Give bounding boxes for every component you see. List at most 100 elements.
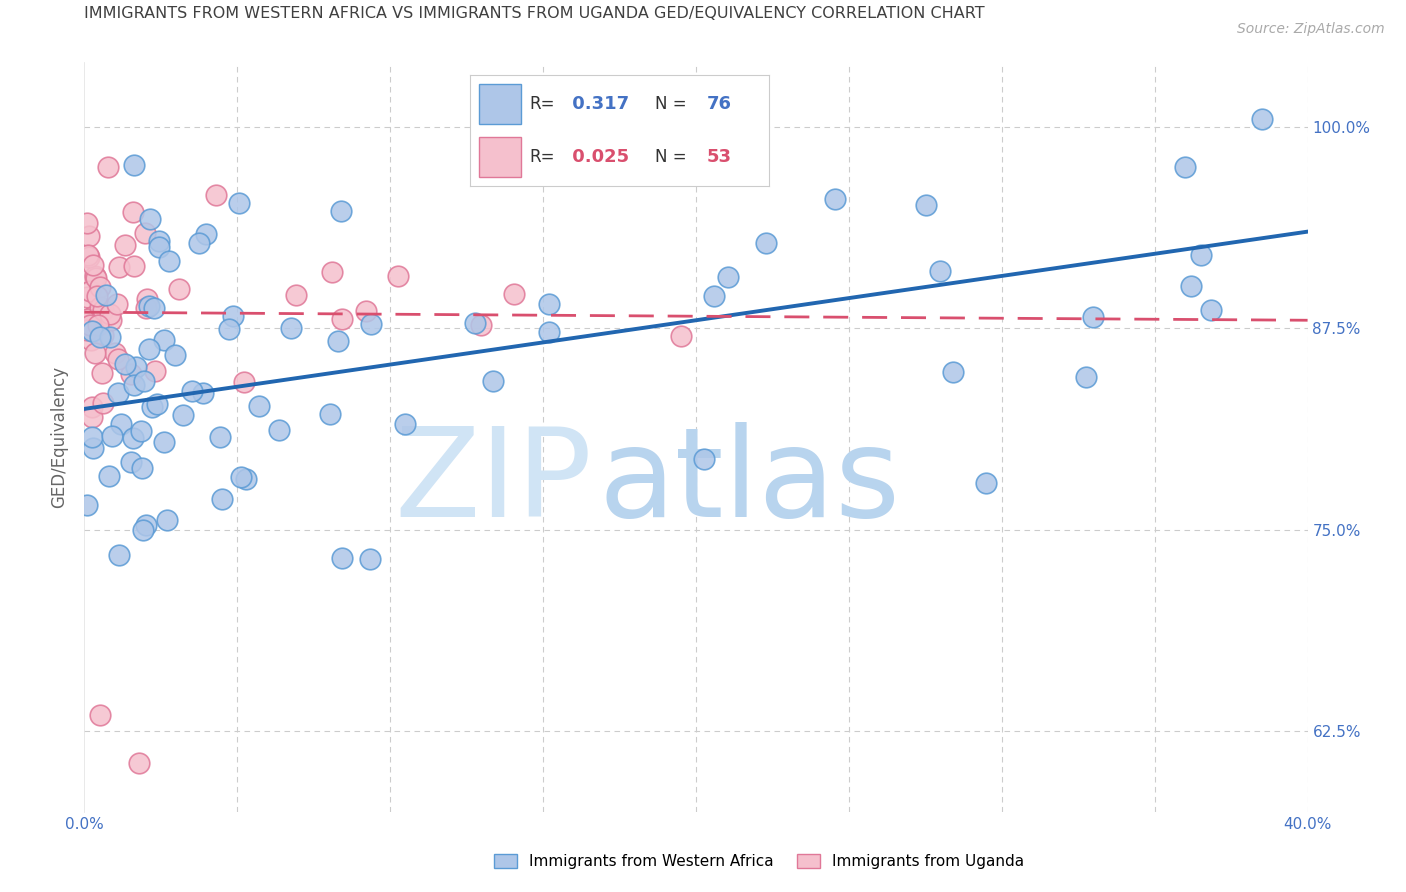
Point — [97, 160, 120, 174]
Point — [77, 250, 100, 264]
Point — [942, 365, 965, 379]
Point — [669, 328, 692, 343]
Point — [229, 469, 252, 483]
Point — [97, 469, 120, 483]
Point — [107, 385, 129, 400]
Point — [90, 367, 112, 381]
Point — [77, 229, 100, 244]
Point — [86, 318, 108, 332]
Point — [82, 318, 104, 332]
Point — [76, 266, 98, 280]
Point — [915, 198, 938, 212]
Point — [152, 333, 174, 347]
Point — [76, 290, 98, 304]
Point — [80, 324, 103, 338]
Point — [77, 247, 100, 261]
Point — [188, 235, 211, 250]
Point — [110, 417, 132, 431]
Point — [134, 227, 156, 241]
Point — [247, 399, 270, 413]
Point — [122, 259, 145, 273]
Point — [89, 708, 111, 723]
Point — [122, 431, 145, 445]
Point — [142, 301, 165, 315]
Point — [928, 264, 950, 278]
Point — [218, 321, 240, 335]
Point — [84, 268, 107, 283]
Point — [80, 409, 103, 424]
Point — [120, 455, 142, 469]
Point — [122, 378, 145, 392]
Point — [82, 258, 104, 272]
Point — [233, 375, 256, 389]
Point — [387, 268, 409, 283]
Point — [148, 240, 170, 254]
Point — [84, 271, 107, 285]
Point — [128, 756, 150, 771]
Point — [114, 238, 136, 252]
Point — [135, 301, 157, 315]
Point — [319, 407, 342, 421]
Point — [76, 322, 98, 336]
Point — [1083, 310, 1105, 325]
Point — [141, 400, 163, 414]
Point — [100, 313, 122, 327]
Point — [354, 304, 377, 318]
Point — [228, 196, 250, 211]
Point — [360, 317, 382, 331]
Point — [1191, 248, 1213, 262]
Point — [79, 318, 101, 332]
Point — [114, 357, 136, 371]
Point — [138, 299, 160, 313]
Point — [80, 333, 103, 347]
Point — [537, 296, 560, 310]
Point — [132, 374, 155, 388]
Point — [125, 359, 148, 374]
Point — [108, 260, 131, 274]
Point — [76, 216, 98, 230]
Point — [91, 396, 114, 410]
Point — [1199, 303, 1222, 318]
Point — [222, 310, 245, 324]
Point — [148, 234, 170, 248]
Point — [82, 430, 104, 444]
Point — [755, 236, 778, 251]
Point — [330, 204, 353, 219]
Point — [101, 429, 124, 443]
Point — [269, 423, 291, 437]
Point — [82, 309, 104, 323]
Point — [135, 518, 157, 533]
Point — [138, 342, 160, 356]
Point — [1174, 160, 1197, 174]
Point — [143, 364, 166, 378]
Point — [537, 326, 560, 340]
Point — [482, 374, 505, 388]
Point — [159, 253, 181, 268]
Point — [394, 417, 416, 432]
Point — [330, 312, 353, 326]
Point — [503, 287, 526, 301]
Point — [280, 320, 302, 334]
Point — [104, 346, 127, 360]
Point — [122, 205, 145, 219]
Text: atlas: atlas — [598, 422, 900, 542]
Text: Source: ZipAtlas.com: Source: ZipAtlas.com — [1237, 22, 1385, 37]
Point — [145, 397, 167, 411]
Point — [191, 386, 214, 401]
Text: IMMIGRANTS FROM WESTERN AFRICA VS IMMIGRANTS FROM UGANDA GED/EQUIVALENCY CORRELA: IMMIGRANTS FROM WESTERN AFRICA VS IMMIGR… — [84, 6, 986, 21]
Point — [131, 424, 153, 438]
Point — [330, 550, 353, 565]
Point — [132, 523, 155, 537]
Point — [321, 265, 343, 279]
Point — [209, 430, 232, 444]
Point — [89, 300, 111, 314]
Point — [693, 452, 716, 467]
Point — [1180, 279, 1202, 293]
Point — [107, 352, 129, 367]
Point — [91, 328, 114, 343]
Point — [165, 348, 187, 362]
Point — [326, 334, 349, 348]
Point — [136, 292, 159, 306]
Point — [1076, 369, 1098, 384]
Point — [82, 441, 104, 455]
